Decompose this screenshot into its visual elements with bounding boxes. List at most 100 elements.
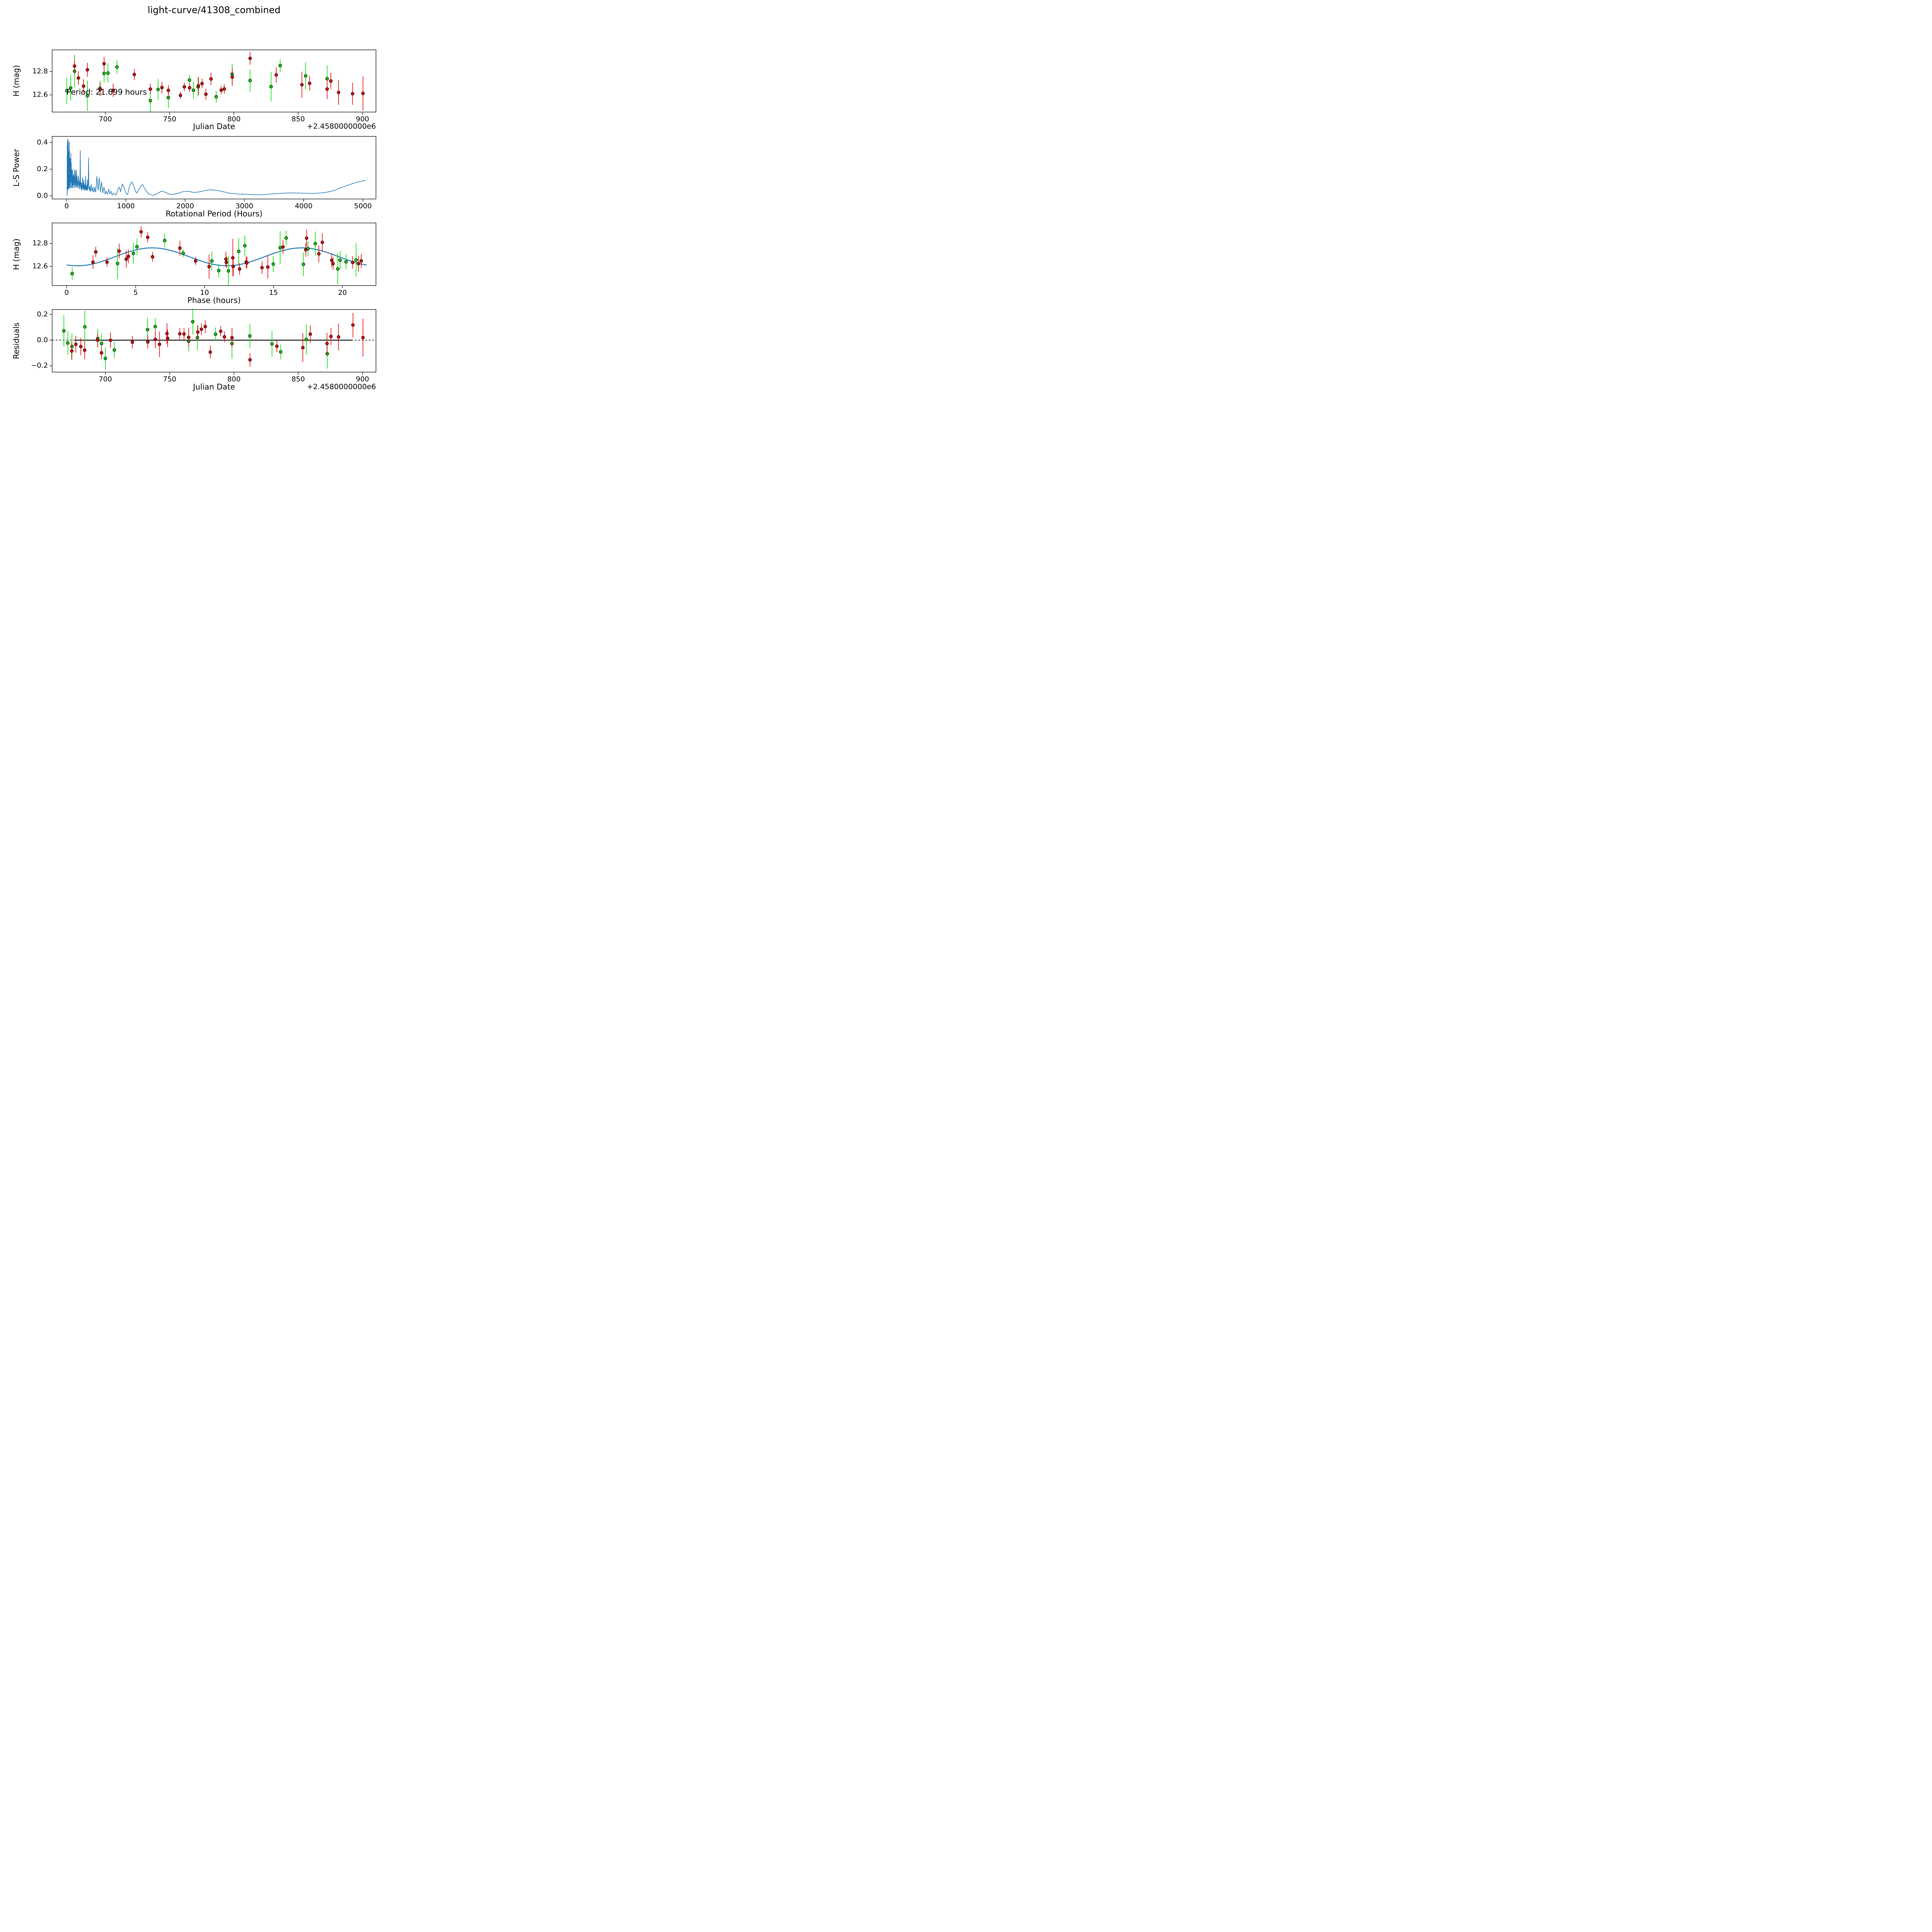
y-tick-label: 0.2 [37,310,48,318]
data-point-green [163,239,167,242]
data-point-red [139,230,143,234]
data-point-red [96,338,100,342]
data-point-red [305,236,308,240]
data-point-red [317,252,321,256]
data-point-green [313,242,317,245]
data-point-red [361,336,365,340]
data-point-green [214,332,218,336]
xlabel-phase: Phase (hours) [187,296,241,305]
data-point-green [237,250,241,253]
data-point-red [167,88,170,92]
data-point-red [178,246,182,250]
offset-text-residuals: +2.4580000000e6 [307,383,376,391]
data-point-red [209,77,213,81]
data-point-red [79,345,83,349]
data-point-red [308,82,311,85]
data-point-red [301,346,305,349]
data-point-green [354,258,358,262]
x-tick-label: 750 [163,115,176,123]
data-point-red [359,259,363,263]
axes-frame [52,49,376,112]
data-point-green [156,87,160,91]
data-point-red [188,86,192,90]
data-point-green [104,357,107,360]
y-tick-label: 0.0 [37,192,48,200]
data-point-red [105,260,109,264]
data-point-green [148,99,152,102]
data-point-red [178,332,182,336]
data-point-red [91,260,95,264]
data-point-red [124,257,128,261]
x-tick-label: 2000 [176,202,194,210]
data-point-green [153,325,157,328]
y-tick-label: −0.2 [31,362,48,370]
data-point-red [182,332,186,336]
data-point-red [275,344,279,348]
data-point-red [166,336,170,340]
data-point-red [219,88,223,92]
data-point-red [230,336,234,340]
green-series [70,230,358,286]
data-point-red [223,335,226,339]
data-point-red [329,79,333,83]
data-point-green [106,71,110,75]
x-tick-label: 900 [356,115,369,123]
periodogram-line [66,139,366,196]
panel-phase: 0 5 10 15 20 12.6 12.8 [32,223,376,297]
x-tick-label: 5 [133,289,138,297]
data-point-red [131,340,134,344]
data-point-red [153,337,157,341]
data-point-red [266,265,270,269]
data-point-green [135,245,139,248]
data-point-red [260,266,264,270]
phase-fit-curve [66,247,367,267]
data-point-red [182,85,186,89]
data-point-red [199,327,203,331]
data-point-green [226,269,230,273]
green-series [62,309,329,370]
data-point-red [300,83,304,87]
data-point-red [224,257,228,261]
data-point-red [77,76,80,80]
data-point-green [196,336,199,340]
data-point-green [270,342,274,346]
data-point-red [281,245,285,249]
data-point-red [337,335,340,339]
x-tick-label: 4000 [295,202,313,210]
data-point-green [83,325,87,329]
x-tick-label: 5000 [354,202,372,210]
data-point-red [223,87,226,91]
xlabel-periodogram: Rotational Period (Hours) [165,209,263,218]
data-point-green [278,64,282,68]
data-point-green [338,258,342,262]
data-point-red [331,262,335,265]
data-point-red [146,340,150,344]
x-tick-label: 700 [99,115,112,123]
data-point-red [111,88,115,92]
data-point-red [83,348,87,352]
data-point-red [158,342,162,346]
data-point-red [187,335,190,339]
data-point-red [351,260,355,264]
data-point-red [102,62,106,66]
data-point-green [217,269,221,272]
data-point-red [208,350,212,354]
data-point-red [203,325,207,328]
data-point-green [214,95,218,99]
ylabel-phase: H (mag) [12,238,21,270]
data-point-green [146,328,150,332]
data-point-green [65,89,69,93]
data-point-green [304,74,308,78]
data-point-green [304,337,308,341]
xlabel-residuals: Julian Date [193,382,235,391]
data-point-green [301,262,305,266]
data-point-red [165,332,169,335]
x-tick-label: 700 [99,375,112,383]
data-point-red [74,342,78,346]
data-point-red [325,87,329,91]
data-point-green [181,251,185,255]
data-point-red [197,84,200,88]
x-tick-label: 0 [65,202,69,210]
data-point-green [70,272,74,276]
data-point-green [187,78,191,82]
